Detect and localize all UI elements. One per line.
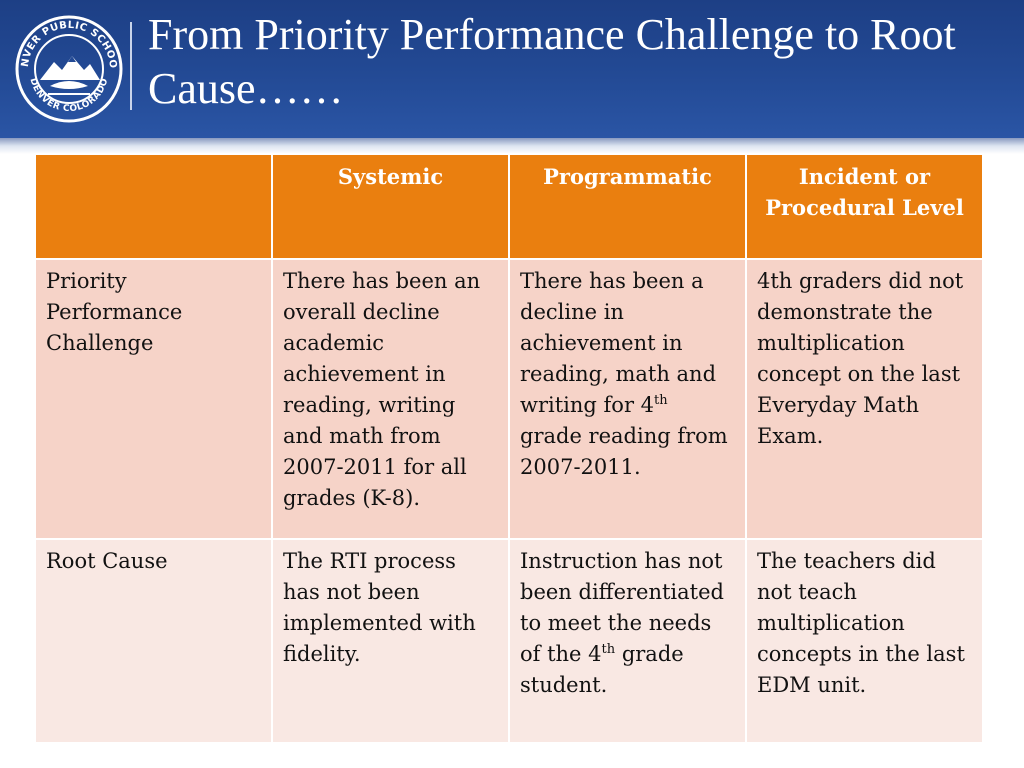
- header-cell-systemic: Systemic: [271, 153, 510, 260]
- root-cause-table: Systemic Programmatic Incident or Proced…: [34, 153, 984, 744]
- cell-incident: The teachers did not teach multiplicatio…: [745, 538, 984, 744]
- logo-divider: [130, 22, 132, 110]
- cell-text: Instruction has not been differentiated …: [520, 549, 724, 666]
- denver-public-schools-seal-icon: DENVER PUBLIC SCHOOLS DENVER COLORADO: [14, 14, 123, 123]
- cell-systemic: There has been an overall decline academ…: [271, 258, 510, 540]
- header-cell-empty: [34, 153, 273, 260]
- cell-text: grade reading from 2007-2011.: [520, 424, 728, 479]
- cell-text: grade student.: [520, 642, 684, 697]
- cell-programmatic: Instruction has not been differentiated …: [508, 538, 747, 744]
- slide-title: From Priority Performance Challenge to R…: [148, 10, 956, 113]
- table-row: Priority Performance Challenge There has…: [34, 258, 984, 540]
- cell-systemic: The RTI process has not been implemented…: [271, 538, 510, 744]
- cell-text: There has been a decline in achievement …: [520, 269, 717, 417]
- cell-incident: 4th graders did not demonstrate the mult…: [745, 258, 984, 540]
- title-bar: [0, 0, 1024, 138]
- cell-programmatic: There has been a decline in achievement …: [508, 258, 747, 540]
- table-row: Root Cause The RTI process has not been …: [34, 538, 984, 744]
- ordinal-superscript: th: [654, 393, 668, 408]
- header-cell-programmatic: Programmatic: [508, 153, 747, 260]
- table-header-row: Systemic Programmatic Incident or Proced…: [34, 153, 984, 260]
- row-label: Priority Performance Challenge: [34, 258, 273, 540]
- row-label: Root Cause: [34, 538, 273, 744]
- ordinal-superscript: th: [601, 642, 616, 657]
- title-bar-shadow: [0, 138, 1024, 154]
- header-cell-incident: Incident or Procedural Level: [745, 153, 984, 260]
